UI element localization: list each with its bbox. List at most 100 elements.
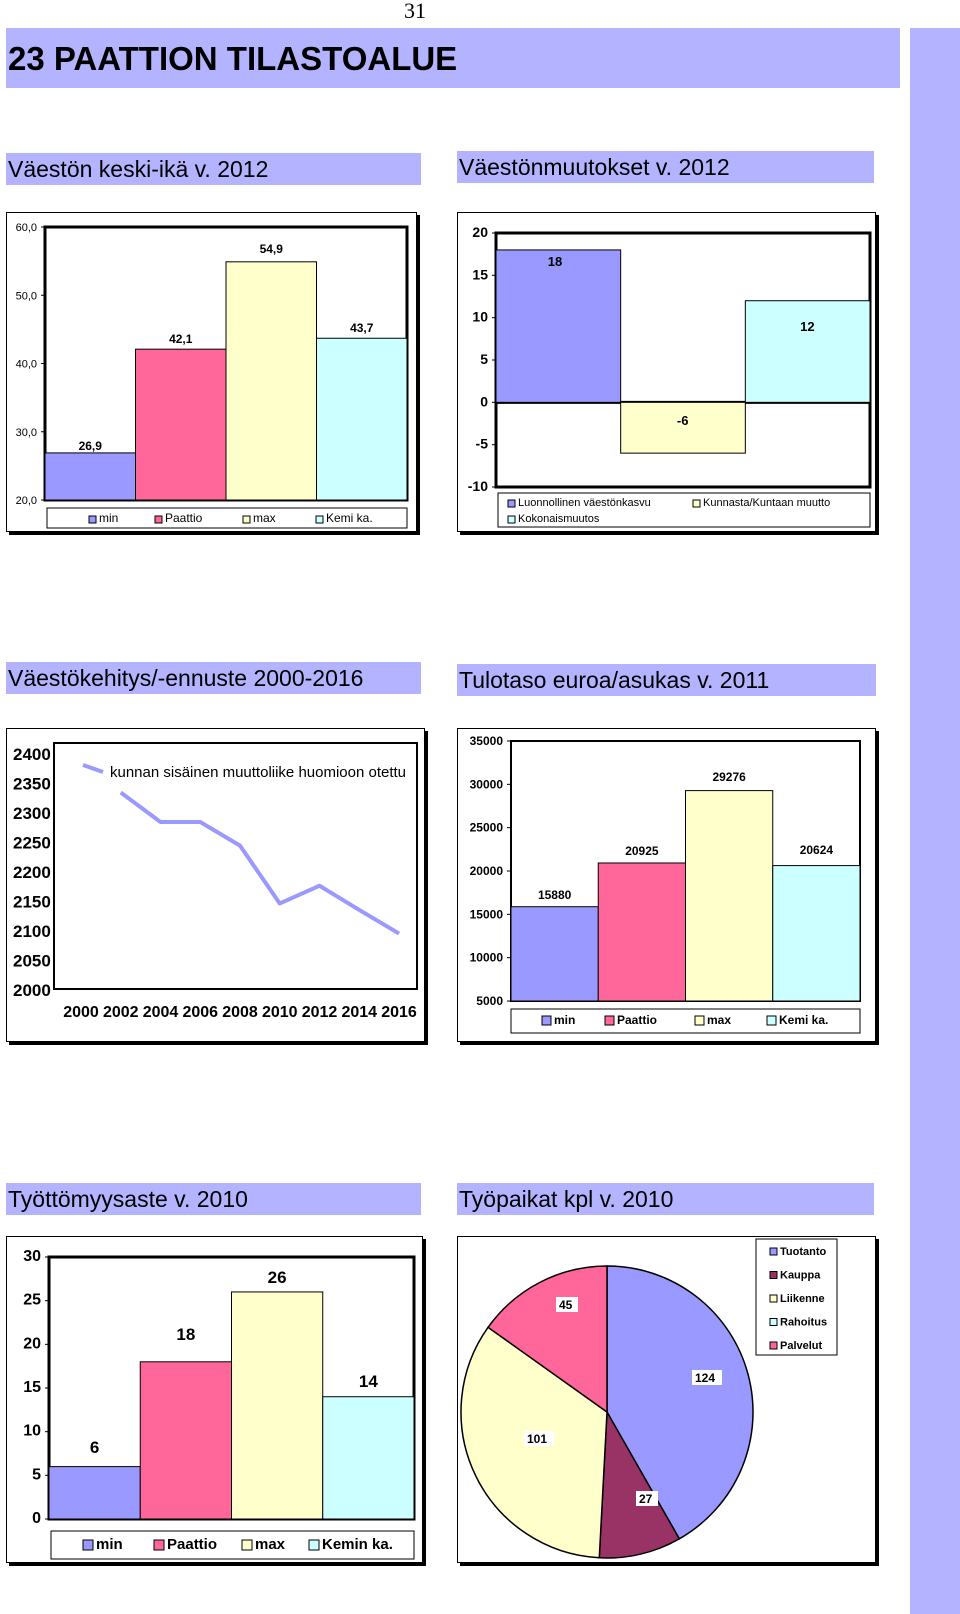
population-trend-chart: 2000 2050 2100 2150 2200 2250 2300 2350 2400 2000… (13, 742, 418, 1021)
bar (322, 1396, 415, 1520)
legend-label: Paattio (617, 1013, 657, 1027)
bar (495, 249, 622, 403)
section-title-age: Väestön keski-ikä v. 2012 (6, 153, 421, 185)
legend-label: Kauppa (780, 1270, 821, 1282)
data-label: 18 (548, 254, 562, 269)
legend-swatch (82, 1539, 94, 1551)
y-tick-label: 2250 (13, 834, 51, 853)
bar (48, 1466, 141, 1520)
x-tick-label: 2016 (381, 1004, 417, 1021)
data-label: 20925 (625, 844, 659, 858)
y-tick-label: 15 (472, 266, 488, 282)
y-tick-label: 0 (32, 1510, 41, 1527)
y-tick-label: 15 (23, 1379, 41, 1396)
pie-slice (606, 1265, 754, 1540)
legend-label: Kunnasta/Kuntaan muutto (703, 497, 830, 509)
y-tick-label: 25 (23, 1292, 41, 1309)
x-tick-label: 2012 (302, 1004, 338, 1021)
legend-label: Tuotanto (780, 1246, 827, 1258)
legend-swatch (769, 1318, 778, 1326)
bar (44, 452, 136, 501)
data-label-bg (692, 1370, 722, 1385)
y-tick-label: 2150 (13, 893, 51, 912)
data-label: 124 (695, 1371, 715, 1385)
x-tick-label: 2006 (182, 1004, 218, 1021)
legend-label: Rahoitus (780, 1317, 827, 1329)
legend-box (510, 1008, 861, 1034)
section-title-population: Väestökehitys/-ennuste 2000-2016 (6, 662, 421, 694)
data-label: 43,7 (350, 321, 374, 335)
y-tick-label: 25000 (470, 821, 504, 835)
legend-label: Paattio (165, 511, 203, 525)
data-label: -6 (677, 413, 689, 428)
y-tick-label: 15000 (470, 907, 504, 921)
legend-label: Luonnollinen väestönkasvu (518, 497, 651, 509)
data-label: 12 (800, 319, 814, 334)
y-tick-label: 5 (32, 1466, 41, 1483)
income-chart-panel: 5000 10000 15000 20000 25000 30000 35000 15880 2… (457, 728, 876, 1042)
bar (620, 401, 746, 454)
section-title-change: Väestönmuutokset v. 2012 (457, 151, 874, 183)
data-label: 6 (90, 1438, 99, 1457)
legend-label: Kokonaismuutos (518, 513, 600, 525)
y-tick-label: 40,0 (16, 359, 37, 371)
data-label-bg (556, 1297, 578, 1312)
y-tick-label: 10000 (470, 951, 504, 965)
legend-swatch (604, 1015, 615, 1026)
data-label: 29276 (712, 770, 746, 784)
data-label: 42,1 (169, 332, 193, 346)
legend-box (50, 1530, 415, 1560)
change-chart-panel: -10 -5 0 5 10 15 20 18 -6 12 Luonnollinen väestönk… (457, 212, 876, 532)
pie-slice (598, 1409, 681, 1559)
page-number: 31 (404, 0, 426, 23)
legend-swatch (242, 515, 251, 524)
y-tick-label: 2000 (13, 981, 51, 1000)
legend-label: max (253, 511, 276, 525)
legend-swatch (154, 515, 163, 524)
data-label: 18 (176, 1325, 195, 1344)
legend-label: kunnan sisäinen muuttoliike huomioon ote… (110, 764, 406, 781)
y-tick-label: 30,0 (16, 427, 37, 439)
x-tick-label: 2000 (63, 1004, 99, 1021)
data-label-bg (636, 1491, 658, 1506)
section-title-jobs: Työpaikat kpl v. 2010 (457, 1183, 874, 1215)
legend-swatch (766, 1015, 777, 1026)
legend-swatch (88, 515, 97, 524)
y-tick-label: 10 (23, 1423, 41, 1440)
legend-swatch (241, 1539, 253, 1551)
legend-label: Kemi ka. (326, 511, 373, 525)
jobs-chart-panel: 12427101045TuotantoKauppaLiikenneRahoitu… (457, 1236, 876, 1563)
unemployment-chart-panel: 0 5 10 15 20 25 30 6 18 26 14 min Paattio max Kemin ka… (6, 1236, 423, 1563)
series-line (119, 790, 401, 936)
data-label: 54,9 (260, 242, 284, 256)
y-tick-label: 2400 (13, 745, 51, 764)
y-tick-label: 30 (23, 1248, 41, 1265)
legend-swatch (769, 1247, 778, 1256)
bar (772, 865, 861, 1002)
legend-swatch (769, 1294, 778, 1303)
population-chart-panel: 2000 2050 2100 2150 2200 2250 2300 2350 2400 2000… (6, 728, 425, 1042)
legend-swatch (692, 499, 701, 508)
x-tick-label: 2002 (103, 1004, 139, 1021)
y-tick-label: 2300 (13, 804, 51, 823)
legend-swatch (153, 1539, 165, 1551)
data-label: 26 (268, 1268, 287, 1287)
data-label: 26,9 (79, 439, 103, 453)
right-decor-band (910, 28, 960, 1614)
legend-label: Palvelut (780, 1340, 823, 1352)
x-tick-label: 2004 (143, 1004, 179, 1021)
data-label: 20624 (800, 843, 834, 857)
y-tick-label: 30000 (470, 777, 504, 791)
legend-swatch (541, 1015, 552, 1026)
x-tick-label: 2010 (262, 1004, 298, 1021)
data-label-bg (524, 1431, 554, 1446)
x-tick-label: 2014 (341, 1004, 377, 1021)
y-tick-label: 0 (480, 393, 488, 409)
y-tick-label: 5 (480, 351, 488, 367)
legend-label: Paattio (167, 1536, 217, 1553)
section-title-unemployment: Työttömyysaste v. 2010 (6, 1183, 421, 1215)
legend-label: Kemi ka. (779, 1013, 828, 1027)
y-tick-label: 35000 (470, 734, 504, 748)
legend-swatch (507, 515, 516, 524)
y-tick-label: 2050 (13, 952, 51, 971)
